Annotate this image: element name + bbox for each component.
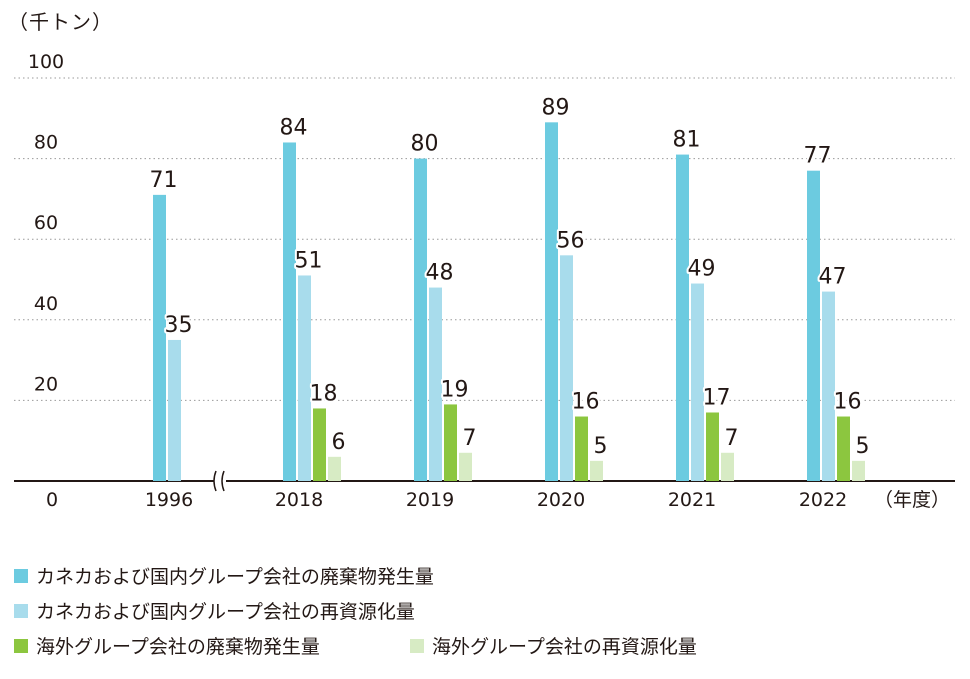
data-label: 17 [703,385,731,410]
axis-break-mark [213,470,217,492]
y-tick-label: 100 [28,51,64,73]
bar [328,456,341,481]
legend-label: カネカおよび国内グループ会社の廃棄物発生量 [36,566,434,588]
bar-chart: 0 20 40 60 80 100 71 35 1996 84 51 18 6 2018 80 48 19 7 20… [14,51,955,511]
y-tick-label: 80 [34,132,58,154]
y-tick-label: 60 [34,212,58,234]
legend-item-domestic-recycled: カネカおよび国内グループ会社の再資源化量 [14,597,415,624]
bar [283,142,296,482]
data-label: 48 [426,261,454,286]
x-tick-label: 2019 [406,489,454,511]
legend-swatch [14,603,28,618]
bar [837,416,850,481]
y-tick-label: 0 [46,489,58,511]
axis-break-mark [221,470,225,492]
data-label: 51 [295,248,323,273]
bar [313,408,326,481]
y-tick-label: 40 [34,293,58,315]
legend-item-overseas-waste: 海外グループ会社の廃棄物発生量 [14,632,320,659]
data-label: 77 [804,144,832,169]
legend-label: 海外グループ会社の再資源化量 [432,636,697,658]
legend-swatch [410,638,424,653]
bar [560,255,573,481]
bar [691,283,704,481]
data-label: 6 [332,430,346,455]
bar [545,122,558,481]
data-label: 56 [557,228,585,253]
bar [414,158,427,481]
axis-break-gap [214,473,226,489]
data-label: 49 [688,257,716,282]
y-unit-label: （千トン） [8,10,113,34]
bar [459,452,472,481]
data-label: 16 [572,390,600,415]
bar [590,460,603,481]
legend-swatch [14,638,28,653]
data-label: 35 [165,313,193,338]
x-tick-label: 2021 [668,489,716,511]
bar [168,339,181,481]
data-label: 5 [856,434,870,459]
bar [822,291,835,481]
data-label: 47 [819,265,847,290]
bar [721,452,734,481]
data-label: 81 [673,128,701,153]
bar [429,287,442,481]
bar [676,154,689,481]
bar [575,416,588,481]
bar [852,460,865,481]
data-label: 89 [542,95,570,120]
x-tick-label: 2020 [537,489,585,511]
bar [706,412,719,481]
bar [444,404,457,481]
x-tick-label: 2022 [799,489,847,511]
bar [807,170,820,481]
bar [153,194,166,481]
legend-swatch [14,568,28,583]
bar [298,275,311,481]
legend: カネカおよび国内グループ会社の廃棄物発生量 カネカおよび国内グループ会社の再資源… [14,562,954,672]
legend-item-overseas-recycled: 海外グループ会社の再資源化量 [410,632,697,659]
data-label: 18 [310,381,338,406]
data-label: 84 [280,115,308,140]
data-label: 7 [725,426,739,451]
x-tick-label: 1996 [145,489,193,511]
legend-label: 海外グループ会社の廃棄物発生量 [36,636,320,658]
legend-item-domestic-waste: カネカおよび国内グループ会社の廃棄物発生量 [14,562,434,589]
legend-label: カネカおよび国内グループ会社の再資源化量 [36,601,415,623]
x-tick-label: 2018 [275,489,323,511]
y-tick-label: 20 [34,373,58,395]
x-unit-label: （年度） [874,489,950,511]
data-label: 71 [150,168,178,193]
data-label: 19 [441,377,469,402]
data-label: 5 [594,434,608,459]
data-label: 7 [463,426,477,451]
data-label: 16 [834,390,862,415]
data-label: 80 [411,132,439,157]
